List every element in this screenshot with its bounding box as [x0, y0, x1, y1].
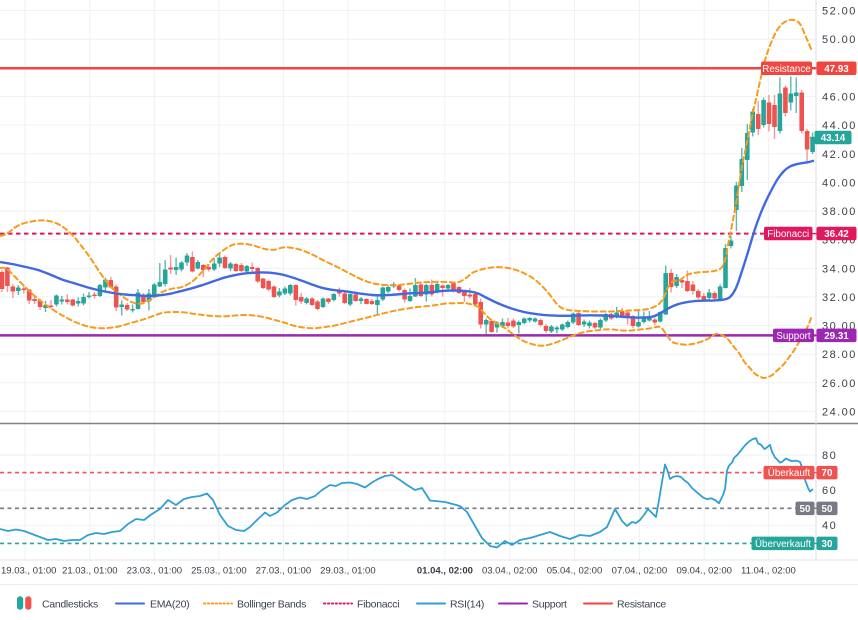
svg-text:47.93: 47.93 [824, 64, 849, 75]
svg-text:50: 50 [800, 504, 811, 515]
svg-text:11.04., 02:00: 11.04., 02:00 [741, 566, 796, 577]
svg-text:25.03., 01:00: 25.03., 01:00 [191, 566, 246, 577]
svg-text:50: 50 [822, 504, 833, 515]
svg-text:46.00: 46.00 [822, 92, 857, 104]
svg-text:03.04., 02:00: 03.04., 02:00 [482, 566, 537, 577]
svg-text:29.03., 01:00: 29.03., 01:00 [320, 566, 375, 577]
svg-text:30: 30 [822, 539, 833, 550]
svg-text:EMA(20): EMA(20) [150, 599, 189, 611]
svg-text:26.00: 26.00 [822, 378, 857, 390]
svg-text:24.00: 24.00 [822, 406, 857, 418]
svg-text:32.00: 32.00 [822, 292, 857, 304]
svg-text:40.00: 40.00 [822, 177, 857, 189]
svg-text:19.03., 01:00: 19.03., 01:00 [1, 566, 56, 577]
svg-text:27.03., 01:00: 27.03., 01:00 [256, 566, 311, 577]
svg-text:52.00: 52.00 [822, 6, 857, 18]
svg-text:Überverkauft: Überverkauft [755, 539, 811, 550]
svg-text:28.00: 28.00 [822, 349, 857, 361]
svg-text:Candlesticks: Candlesticks [42, 599, 98, 611]
svg-text:60: 60 [822, 485, 837, 497]
svg-text:RSI(14): RSI(14) [450, 599, 484, 611]
svg-text:21.03., 01:00: 21.03., 01:00 [62, 566, 117, 577]
svg-text:Bollinger Bands: Bollinger Bands [237, 599, 306, 611]
svg-text:07.04., 02:00: 07.04., 02:00 [612, 566, 667, 577]
svg-text:29.31: 29.31 [824, 331, 849, 342]
svg-text:Resistance: Resistance [617, 599, 666, 611]
svg-text:40: 40 [822, 520, 837, 532]
svg-text:09.04., 02:00: 09.04., 02:00 [676, 566, 731, 577]
svg-text:36.42: 36.42 [824, 229, 849, 240]
svg-text:34.00: 34.00 [822, 263, 857, 275]
svg-text:Fibonacci: Fibonacci [767, 229, 809, 240]
svg-text:70: 70 [822, 468, 833, 479]
svg-text:80: 80 [822, 450, 837, 462]
svg-text:Support: Support [532, 599, 567, 611]
svg-text:Überkauft: Überkauft [768, 468, 811, 479]
svg-text:43.14: 43.14 [821, 133, 846, 144]
svg-text:23.03., 01:00: 23.03., 01:00 [127, 566, 182, 577]
svg-text:50.00: 50.00 [822, 34, 857, 46]
svg-text:05.04., 02:00: 05.04., 02:00 [547, 566, 602, 577]
svg-text:44.00: 44.00 [822, 120, 857, 132]
svg-text:01.04., 02:00: 01.04., 02:00 [417, 566, 473, 577]
svg-text:Fibonacci: Fibonacci [357, 599, 399, 611]
svg-text:42.00: 42.00 [822, 149, 857, 161]
svg-text:38.00: 38.00 [822, 206, 857, 218]
svg-text:Resistance: Resistance [762, 64, 811, 75]
svg-text:Support: Support [776, 331, 811, 342]
